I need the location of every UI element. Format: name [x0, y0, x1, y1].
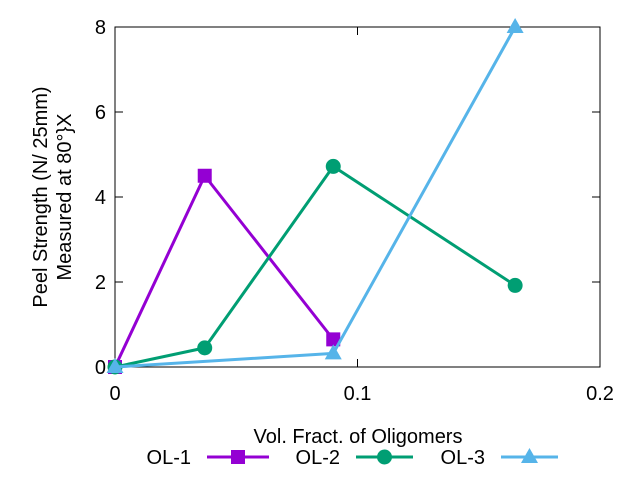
- legend-item-ol-1: OL-1: [147, 447, 269, 469]
- x-tick-label: 0.2: [586, 383, 614, 405]
- y-tick-label: 8: [95, 17, 106, 39]
- series-ol-1: [108, 168, 341, 374]
- series-layer: [106, 18, 524, 375]
- legend-item-ol-3: OL-3: [441, 447, 558, 469]
- legend-label: OL-3: [441, 447, 485, 469]
- data-point: [197, 340, 213, 356]
- x-tick-label: 0.1: [344, 383, 372, 405]
- series-ol-2: [107, 158, 523, 375]
- y-tick-label: 4: [95, 187, 106, 209]
- y-tick-label: 6: [95, 102, 106, 124]
- legend-label: OL-1: [147, 447, 191, 469]
- legend-label: OL-2: [296, 447, 340, 469]
- series-ol-3: [106, 18, 524, 373]
- legend-item-ol-2: OL-2: [296, 447, 413, 469]
- data-point: [507, 277, 523, 293]
- y-tick-label: 0: [95, 357, 106, 379]
- legend-swatch-marker: [231, 450, 245, 464]
- data-point: [324, 344, 342, 360]
- series-line: [114, 164, 516, 369]
- series-line: [113, 174, 335, 368]
- y-axis-title-line-1: Peel Strength (N/ 25mm): [30, 86, 52, 307]
- data-point: [326, 332, 341, 347]
- legend: OL-1 OL-2 OL-3: [147, 447, 558, 469]
- y-tick-label: 2: [95, 272, 106, 294]
- x-axis-title: Vol. Fract. of Oligomers: [254, 426, 463, 448]
- legend-swatch-marker: [521, 448, 538, 463]
- legend-swatch-marker: [377, 449, 392, 465]
- axis-ticks: 0 2 4 6 8 0 0.1 0.2: [95, 17, 614, 405]
- data-point: [106, 358, 124, 373]
- data-point: [325, 158, 341, 174]
- plot-frame: [114, 26, 601, 368]
- x-tick-label: 0: [109, 383, 120, 405]
- plot-border: [114, 26, 601, 368]
- y-axis-title-line-2: Measured at 80°}X: [54, 114, 76, 281]
- data-point: [197, 168, 212, 183]
- data-point: [506, 18, 524, 33]
